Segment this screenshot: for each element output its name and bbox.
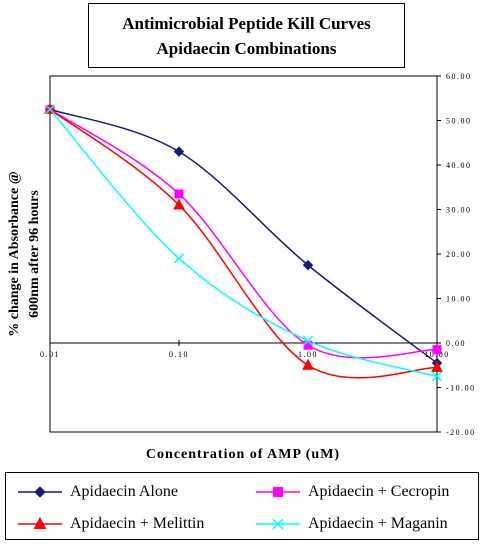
data-point-apidaecin-alone: [173, 146, 185, 157]
legend-swatch-apidaecin-alone: [18, 486, 62, 498]
y-tick-label: 50.00: [446, 117, 472, 126]
chart-title: Antimicrobial Peptide Kill Curves Apidae…: [88, 3, 405, 68]
data-point-apidaecin-alone: [302, 259, 314, 271]
series-line-apidaecin-alone: [49, 108, 438, 364]
data-point-apidaecin-maganin: [302, 335, 314, 346]
data-point-apidaecin-cecropin: [303, 340, 313, 350]
chart-title-line-2: Apidaecin Combinations: [156, 39, 337, 58]
legend: Apidaecin Alone Apidaecin + Cecropin Api…: [5, 472, 479, 540]
y-tick-label: 40.00: [446, 161, 472, 170]
legend-item-apidaecin-maganin: Apidaecin + Maganin: [254, 513, 474, 535]
x-tick-label: 0.10: [169, 350, 189, 359]
series-line-apidaecin-melittin: [49, 108, 438, 379]
plot-area: [49, 75, 438, 433]
data-point-apidaecin-maganin: [173, 253, 185, 264]
legend-item-apidaecin-cecropin: Apidaecin + Cecropin: [254, 481, 474, 503]
legend-swatch-marker: [272, 518, 284, 530]
legend-label-apidaecin-maganin: Apidaecin + Maganin: [308, 515, 448, 532]
y-axis-label: % change in Absorbance @ 600nm after 96 h…: [7, 171, 42, 336]
axes: 0.01 0.10 1.00 10.00 -20.00 -10.00 0.00 10.00 20…: [40, 72, 476, 437]
y-tick-label: 20.00: [446, 250, 472, 259]
y-tick-label: -20.00: [446, 428, 476, 437]
legend-swatch-marker-stroke-b: [272, 518, 284, 530]
data-point-apidaecin-cecropin: [174, 189, 184, 199]
legend-label-apidaecin-cecropin: Apidaecin + Cecropin: [308, 483, 450, 500]
legend-item-apidaecin-alone: Apidaecin Alone: [16, 481, 236, 503]
y-tick-label: 0.00: [446, 339, 466, 348]
legend-swatch-marker: [34, 486, 46, 498]
legend-swatch-apidaecin-cecropin: [256, 487, 300, 497]
y-tick-label: -10.00: [446, 384, 476, 393]
legend-swatch-marker: [273, 487, 283, 497]
y-tick-label: 30.00: [446, 206, 472, 215]
y-tick-label: 60.00: [446, 72, 472, 81]
legend-label-apidaecin-melittin: Apidaecin + Melittin: [70, 515, 205, 532]
y-axis-label-line-2: 600nm after 96 hours: [27, 190, 42, 318]
data-point-apidaecin-melittin: [302, 358, 314, 370]
data-point-apidaecin-melittin: [431, 360, 443, 372]
data-point-apidaecin-maganin: [44, 104, 56, 115]
x-tick-label: 10.00: [424, 350, 450, 359]
data-point-apidaecin-maganin-stroke-b: [44, 104, 56, 115]
data-point-apidaecin-maganin-stroke-b: [431, 371, 443, 382]
legend-item-apidaecin-melittin: Apidaecin + Melittin: [16, 513, 236, 535]
y-tick-label: 10.00: [446, 295, 472, 304]
x-axis-label: Concentration of AMP (uM): [146, 447, 340, 462]
legend-label-apidaecin-alone: Apidaecin Alone: [70, 483, 178, 500]
data-point-apidaecin-maganin-stroke-b: [173, 253, 185, 264]
x-tick-label: 1.00: [298, 350, 318, 359]
data-point-apidaecin-melittin: [173, 198, 185, 210]
series-line-apidaecin-cecropin: [49, 108, 438, 359]
data-point-apidaecin-maganin-stroke-b: [302, 335, 314, 346]
legend-swatch-apidaecin-melittin: [18, 516, 62, 529]
legend-swatch-marker: [33, 516, 47, 529]
data-point-apidaecin-maganin: [431, 371, 443, 382]
x-tick-label: 0.01: [40, 350, 60, 359]
series-markers: [44, 102, 443, 382]
data-point-apidaecin-cecropin: [432, 345, 442, 355]
y-axis-label-line-1: % change in Absorbance @: [7, 171, 22, 336]
series-line-apidaecin-maganin: [49, 108, 438, 378]
series-lines: [49, 108, 438, 379]
legend-swatch-apidaecin-maganin: [256, 518, 300, 530]
chart-title-line-1: Antimicrobial Peptide Kill Curves: [122, 14, 371, 33]
